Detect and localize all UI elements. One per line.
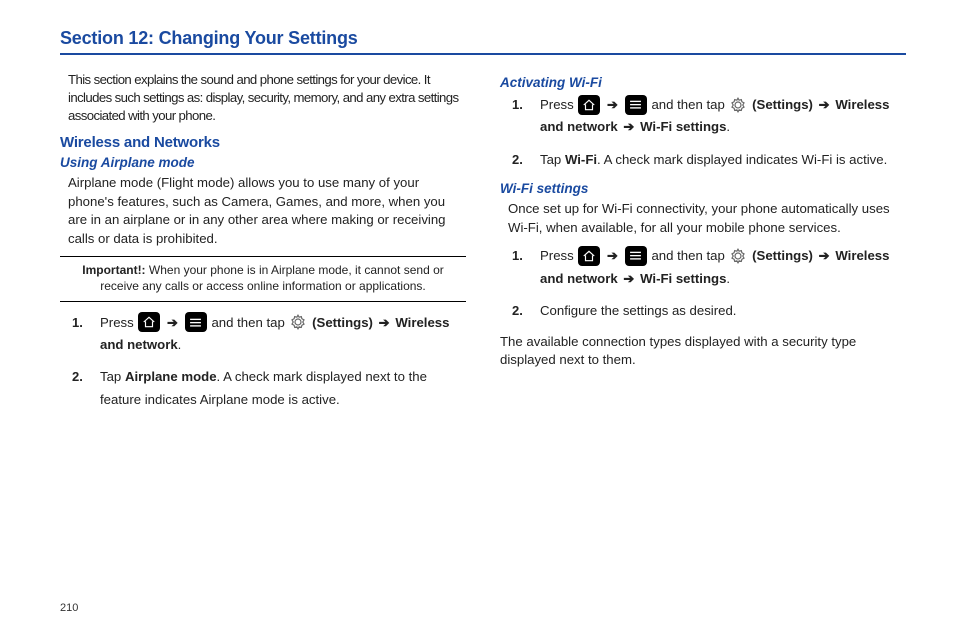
step-text: and then tap	[651, 97, 728, 112]
step-2: Tap Airplane mode. A check mark displaye…	[72, 366, 466, 411]
arrow-icon: ➔	[165, 315, 180, 330]
step-bold: Wi-Fi settings	[640, 271, 726, 286]
section-title: Section 12: Changing Your Settings	[60, 28, 906, 55]
important-label: Important!:	[82, 263, 145, 277]
menu-icon	[625, 246, 647, 266]
wifi-settings-paragraph: Once set up for Wi-Fi connectivity, your…	[508, 200, 906, 237]
left-column: This section explains the sound and phon…	[60, 71, 466, 421]
step-1: Press ➔ and then tap (Settings) ➔ Wirele…	[512, 245, 906, 290]
arrow-icon: ➔	[621, 271, 636, 286]
important-text: When your phone is in Airplane mode, it …	[100, 263, 444, 293]
step-text: and then tap	[651, 248, 728, 263]
step-text: .	[726, 119, 730, 134]
step-bold: Airplane mode	[125, 369, 217, 384]
step-text: Tap	[540, 152, 565, 167]
arrow-icon: ➔	[377, 315, 392, 330]
two-column-layout: This section explains the sound and phon…	[60, 71, 906, 421]
step-text: .	[178, 337, 182, 352]
step-text: Press	[100, 315, 137, 330]
activating-wifi-heading: Activating Wi-Fi	[500, 75, 906, 90]
menu-icon	[625, 95, 647, 115]
home-icon	[138, 312, 160, 332]
home-icon	[578, 246, 600, 266]
wifi-settings-steps: Press ➔ and then tap (Settings) ➔ Wirele…	[512, 245, 906, 322]
right-column: Activating Wi-Fi Press ➔ and then tap (S…	[500, 71, 906, 421]
step-text: and then tap	[211, 315, 288, 330]
step-text: .	[726, 271, 730, 286]
home-icon	[578, 95, 600, 115]
menu-icon	[185, 312, 207, 332]
step-1: Press ➔ and then tap (Settings) ➔ Wirele…	[512, 94, 906, 139]
airplane-paragraph: Airplane mode (Flight mode) allows you t…	[68, 174, 466, 248]
airplane-steps: Press ➔ and then tap (Settings) ➔ Wirele…	[72, 312, 466, 412]
wifi-settings-heading: Wi-Fi settings	[500, 181, 906, 196]
arrow-icon: ➔	[621, 119, 636, 134]
important-note: Important!: When your phone is in Airpla…	[60, 256, 466, 301]
step-text: Press	[540, 248, 577, 263]
closing-paragraph: The available connection types displayed…	[500, 333, 906, 370]
step-bold: Wi-Fi	[565, 152, 597, 167]
step-text: Configure the settings as desired.	[540, 303, 736, 318]
step-text: . A check mark displayed indicates Wi-Fi…	[597, 152, 887, 167]
step-text: Press	[540, 97, 577, 112]
arrow-icon: ➔	[605, 248, 620, 263]
gear-icon	[288, 312, 308, 332]
step-text: (Settings)	[752, 248, 816, 263]
gear-icon	[728, 246, 748, 266]
arrow-icon: ➔	[817, 97, 832, 112]
step-2: Configure the settings as desired.	[512, 300, 906, 322]
page-number: 210	[60, 602, 78, 614]
step-1: Press ➔ and then tap (Settings) ➔ Wirele…	[72, 312, 466, 357]
gear-icon	[728, 95, 748, 115]
step-text: Tap	[100, 369, 125, 384]
airplane-mode-heading: Using Airplane mode	[60, 155, 466, 170]
arrow-icon: ➔	[817, 248, 832, 263]
wireless-networks-heading: Wireless and Networks	[60, 134, 466, 151]
step-text: (Settings)	[312, 315, 376, 330]
arrow-icon: ➔	[605, 97, 620, 112]
step-bold: Wi-Fi settings	[640, 119, 726, 134]
step-text: (Settings)	[752, 97, 816, 112]
intro-paragraph: This section explains the sound and phon…	[68, 71, 466, 124]
activate-wifi-steps: Press ➔ and then tap (Settings) ➔ Wirele…	[512, 94, 906, 171]
step-2: Tap Wi-Fi. A check mark displayed indica…	[512, 149, 906, 171]
